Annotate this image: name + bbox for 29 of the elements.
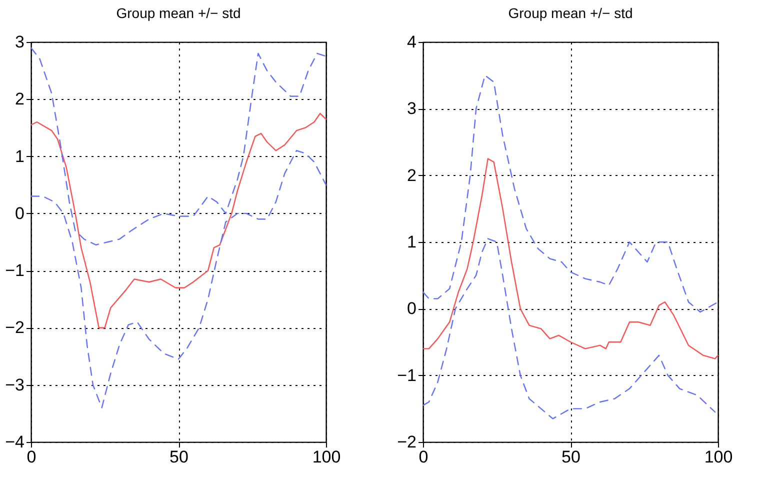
x-tick-label: 0 — [26, 448, 36, 466]
y-tick-label: 3 — [15, 32, 24, 52]
y-tick-label: 3 — [407, 99, 416, 118]
x-tick-label: 0 — [418, 448, 428, 466]
y-tick-label: −3 — [5, 375, 24, 394]
x-tick-label: 50 — [562, 448, 580, 466]
y-tick-label: 1 — [407, 232, 416, 252]
y-tick-label: −1 — [5, 261, 24, 280]
line-series — [422, 74, 719, 313]
y-tick-label: 2 — [15, 90, 24, 109]
x-tick-label: 100 — [312, 448, 341, 466]
line-series — [30, 47, 327, 246]
line-series — [30, 112, 327, 328]
y-tick-label: −2 — [397, 432, 416, 452]
chart-title: Group mean +/− std — [508, 5, 633, 21]
y-tick-label: 1 — [15, 146, 24, 166]
y-tick-label: 0 — [15, 204, 24, 223]
y-tick-label: 2 — [407, 166, 416, 185]
y-tick-label: −1 — [397, 366, 416, 385]
line-series — [422, 158, 719, 360]
y-tick-label: 4 — [407, 32, 416, 52]
y-tick-label: −4 — [5, 432, 24, 452]
line-series — [30, 150, 327, 408]
y-tick-label: −2 — [5, 318, 24, 338]
x-tick-label: 50 — [170, 448, 188, 466]
line-series — [422, 238, 716, 420]
x-tick-label: 100 — [704, 448, 733, 466]
y-tick-label: 0 — [407, 299, 416, 318]
chart-title: Group mean +/− std — [116, 5, 241, 21]
